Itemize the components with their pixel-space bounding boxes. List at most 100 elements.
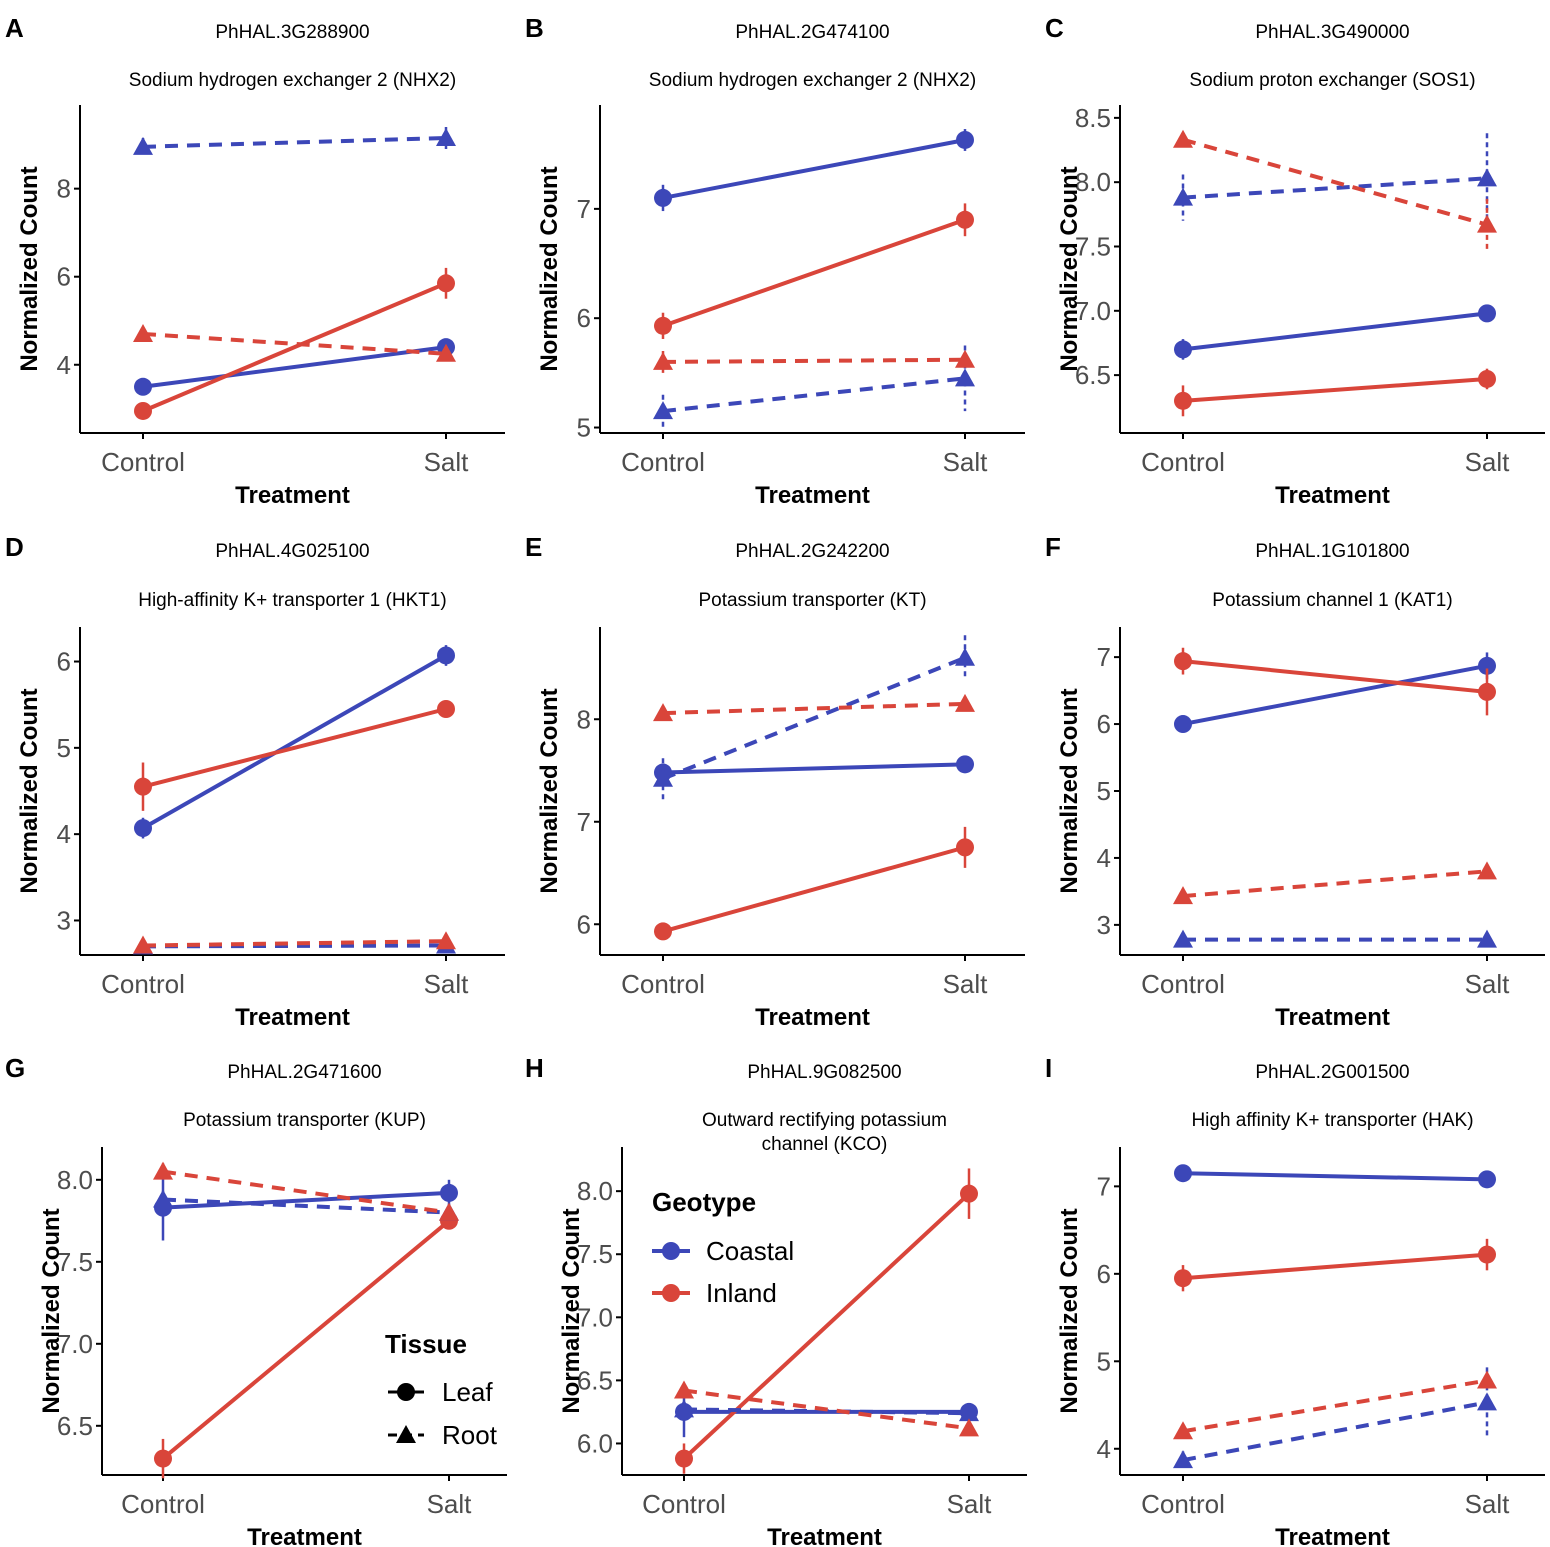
series-line <box>1182 1171 1488 1182</box>
legend-tissue-title: Tissue <box>385 1329 467 1359</box>
data-point <box>1478 369 1496 388</box>
x-axis-title: Treatment <box>247 1524 362 1547</box>
gene-id: PhHAL.3G490000 <box>1255 22 1409 43</box>
y-axis-title: Normalized Count <box>1056 1208 1083 1413</box>
series-line <box>662 845 966 934</box>
series-coastal-leaf <box>1174 304 1496 360</box>
gene-id: PhHAL.2G471600 <box>227 1062 381 1083</box>
gene-name: Potassium transporter (KUP) <box>183 1110 426 1131</box>
y-tick-label: 8.0 <box>577 1176 613 1206</box>
series-coastal-root <box>653 635 975 800</box>
y-tick-label: 7 <box>1097 642 1111 672</box>
series-line <box>1182 659 1488 694</box>
data-point <box>133 935 153 954</box>
panel-i: I PhHAL.2G001500 High affinity K+ transpor… <box>1045 1053 1545 1547</box>
y-tick-label: 5 <box>1097 776 1111 806</box>
data-point <box>653 401 673 420</box>
panel-f: F PhHAL.1G101800 Potassium channel 1 (KAT1… <box>1045 532 1545 1031</box>
series-inland-leaf <box>134 700 455 811</box>
y-tick-label: 7 <box>577 194 591 224</box>
y-axis-title: Normalized Count <box>1056 688 1083 893</box>
y-tick-label: 6.0 <box>577 1428 613 1458</box>
data-point <box>1478 1170 1496 1189</box>
data-point <box>1477 1370 1497 1389</box>
y-axis-title: Normalized Count <box>38 1208 65 1413</box>
y-tick-label: 7 <box>577 807 591 837</box>
x-tick-label: Salt <box>947 1489 993 1519</box>
gene-name: Potassium channel 1 (KAT1) <box>1212 590 1452 611</box>
series-line <box>1182 1378 1488 1434</box>
series-inland-root <box>133 323 456 362</box>
series-coastal-leaf <box>1174 1164 1496 1189</box>
gene-id: PhHAL.3G288900 <box>215 22 369 43</box>
legend-key-dot <box>662 1284 680 1302</box>
data-point <box>654 188 672 207</box>
data-point <box>437 700 455 718</box>
data-point <box>956 130 974 149</box>
series-line <box>1182 1400 1488 1463</box>
data-point <box>134 777 152 796</box>
series-inland-root <box>133 931 456 954</box>
series-coastal-root <box>133 127 456 156</box>
series-line <box>142 707 447 789</box>
data-point <box>133 323 153 342</box>
x-axis-title: Treatment <box>767 1524 882 1547</box>
y-axis-title: Normalized Count <box>536 688 563 893</box>
y-tick-label: 6 <box>57 647 71 677</box>
data-point <box>955 647 975 666</box>
data-point <box>956 838 974 857</box>
gene-name: Outward rectifying potassium <box>702 1110 947 1131</box>
data-point <box>439 1202 459 1221</box>
series-inland-leaf <box>1174 368 1496 417</box>
data-point <box>959 1403 979 1422</box>
y-axis-title: Normalized Count <box>558 1208 585 1413</box>
x-tick-label: Salt <box>1465 969 1511 999</box>
y-tick-label: 6 <box>577 303 591 333</box>
series-line <box>662 357 966 364</box>
data-point <box>956 210 974 229</box>
data-point <box>440 1183 458 1202</box>
gene-name: Sodium hydrogen exchanger 2 (NHX2) <box>129 70 456 91</box>
x-tick-label: Control <box>1141 1489 1225 1519</box>
gene-name: High-affinity K+ transporter 1 (HKT1) <box>138 590 447 611</box>
y-tick-label: 7.0 <box>577 1302 613 1332</box>
series-coastal-root <box>1173 133 1497 224</box>
y-tick-label: 6 <box>577 909 591 939</box>
gene-id: PhHAL.4G025100 <box>215 541 369 562</box>
data-point <box>1477 861 1497 880</box>
data-point <box>653 703 673 722</box>
data-point <box>1477 929 1497 948</box>
y-tick-label: 4 <box>57 819 71 849</box>
y-tick-label: 4 <box>57 350 71 380</box>
series-line <box>1182 137 1488 227</box>
series-line <box>682 1192 971 1461</box>
data-point <box>653 351 673 370</box>
series-coastal-leaf <box>1174 652 1496 734</box>
y-tick-label: 3 <box>1097 910 1111 940</box>
panel-h: H PhHAL.9G082500 Outward rectifying potass… <box>525 1053 1027 1547</box>
data-point <box>1174 1164 1192 1183</box>
y-tick-label: 3 <box>57 905 71 935</box>
series-line <box>161 1219 451 1461</box>
legend-geotype: Geotype Coastal Inland <box>652 1187 794 1308</box>
data-point <box>436 343 456 362</box>
series-line <box>142 281 447 413</box>
data-point <box>1478 656 1496 675</box>
x-axis-title: Treatment <box>235 1004 350 1031</box>
data-point <box>674 1380 694 1399</box>
series-coastal-leaf <box>134 645 455 839</box>
data-point <box>133 136 153 155</box>
x-tick-label: Salt <box>1465 447 1511 477</box>
y-tick-label: 7 <box>1097 1171 1111 1201</box>
data-point <box>1478 304 1496 323</box>
series-line <box>662 701 966 716</box>
y-axis-title: Normalized Count <box>16 166 43 371</box>
data-point <box>1173 187 1193 206</box>
y-tick-label: 6.5 <box>1075 360 1111 390</box>
series-line <box>662 376 966 414</box>
y-tick-label: 7.0 <box>1075 296 1111 326</box>
series-inland-leaf <box>1174 647 1496 716</box>
y-tick-label: 5 <box>57 733 71 763</box>
x-axis-title: Treatment <box>235 482 350 509</box>
